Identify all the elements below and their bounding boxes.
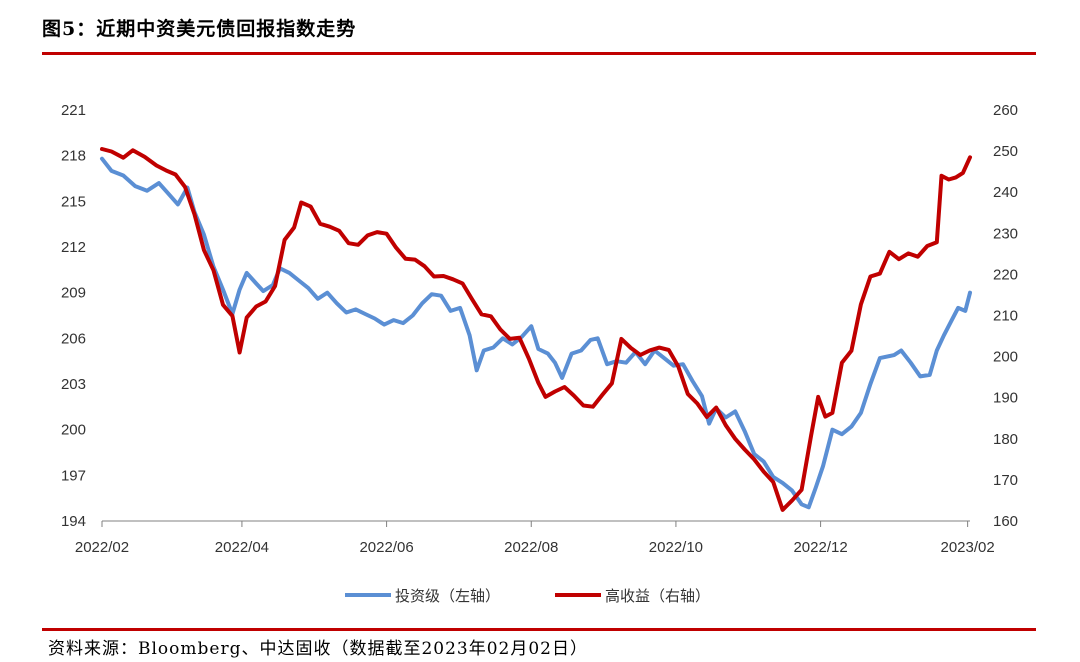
- y-right-tick-label: 230: [993, 225, 1018, 242]
- chart-series: [100, 147, 972, 512]
- y-left-tick-label: 203: [61, 376, 86, 393]
- y-left-tick-label: 221: [61, 102, 86, 119]
- y-right-tick-label: 210: [993, 308, 1018, 325]
- y-right-tick-label: 260: [993, 102, 1018, 119]
- y-left-tick-label: 218: [61, 148, 86, 165]
- chart: 2022/02 2022/04 2022/06 2022/08 2022/10 2022/…: [61, 102, 1018, 605]
- series-line-high-yield: [100, 147, 972, 512]
- x-tick-label: 2023/02: [941, 539, 995, 556]
- x-tick-label: 2022/02: [75, 539, 129, 556]
- source-rule: [42, 628, 1036, 631]
- y-left-tick-label: 209: [61, 285, 86, 302]
- x-tick-label: 2022/10: [649, 539, 703, 556]
- y-right-tick-label: 180: [993, 431, 1018, 448]
- title-rule: [42, 52, 1036, 55]
- y-left-tick-label: 194: [61, 513, 86, 530]
- figure-source: 资料来源：Bloomberg、中达固收（数据截至2023年02月02日）: [48, 639, 588, 659]
- y-left-tick-label: 215: [61, 193, 86, 210]
- y-right-tick-label: 250: [993, 143, 1018, 160]
- y-left-tick-label: 197: [61, 467, 86, 484]
- x-tick-label: 2022/06: [359, 539, 413, 556]
- x-tick-label: 2022/08: [504, 539, 558, 556]
- legend-label: 高收益（右轴）: [605, 587, 710, 605]
- figure-title: 图5：近期中资美元债回报指数走势: [42, 18, 357, 40]
- chart-axes: 2022/02 2022/04 2022/06 2022/08 2022/10 2022/…: [61, 102, 1018, 556]
- y-right-tick-label: 200: [993, 349, 1018, 366]
- y-right-tick-label: 160: [993, 513, 1018, 530]
- chart-legend: 投资级（左轴） 高收益（右轴）: [345, 587, 710, 605]
- y-right-tick-label: 240: [993, 184, 1018, 201]
- y-right-tick-label: 170: [993, 472, 1018, 489]
- x-tick-label: 2022/12: [793, 539, 847, 556]
- legend-label: 投资级（左轴）: [395, 587, 500, 605]
- y-left-tick-label: 200: [61, 422, 86, 439]
- y-left-tick-label: 206: [61, 330, 86, 347]
- x-tick-label: 2022/04: [215, 539, 269, 556]
- y-right-tick-label: 220: [993, 266, 1018, 283]
- series-line-investment-grade: [100, 156, 972, 510]
- y-left-tick-label: 212: [61, 239, 86, 256]
- y-right-tick-label: 190: [993, 390, 1018, 407]
